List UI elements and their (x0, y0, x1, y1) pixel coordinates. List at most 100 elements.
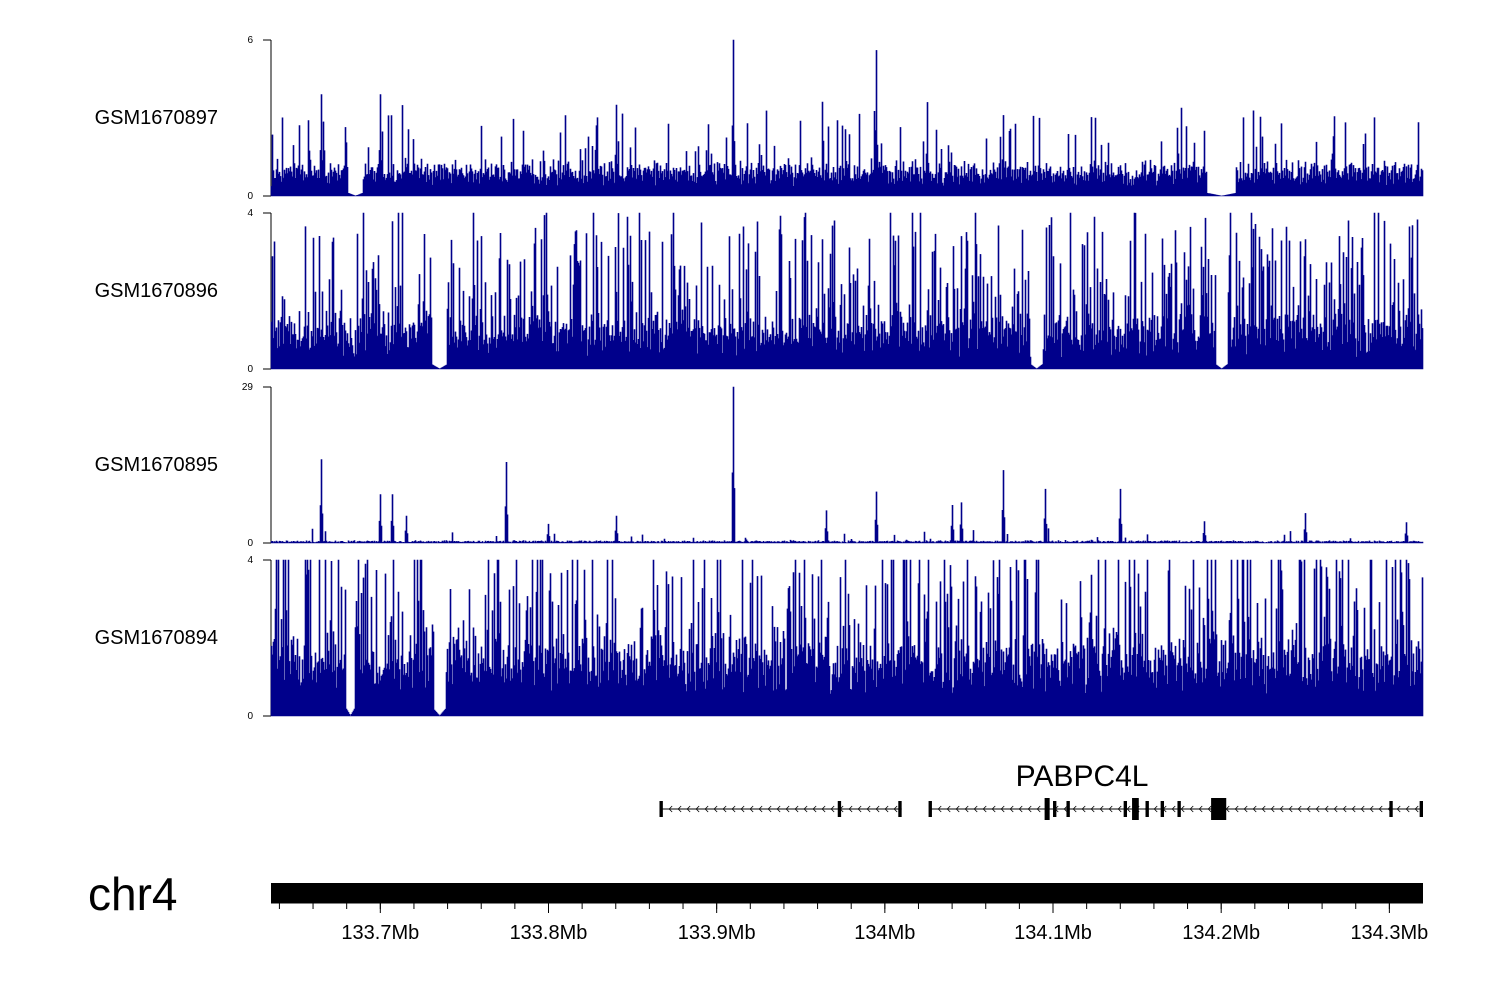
coverage-area-GSM1670896 (270, 212, 1424, 370)
strand-arrow (1324, 805, 1329, 813)
strand-arrow (1063, 805, 1068, 813)
gene-exon-0 (659, 801, 663, 817)
strand-arrow (937, 805, 942, 813)
strand-arrow (1090, 805, 1095, 813)
strand-arrow (1108, 805, 1113, 813)
strand-arrow (1153, 805, 1158, 813)
gene-exon-13 (1221, 798, 1227, 820)
strand-arrow (1036, 805, 1041, 813)
strand-arrow (695, 805, 700, 813)
strand-arrow (1000, 805, 1005, 813)
gene-exon-10 (1160, 801, 1165, 817)
strand-arrow (668, 805, 673, 813)
strand-arrow (1315, 805, 1320, 813)
strand-arrow (955, 805, 960, 813)
y-tick-label-min-GSM1670894: 0 (247, 711, 253, 722)
strand-arrow (1171, 805, 1176, 813)
strand-arrow (866, 805, 871, 813)
y-tick-label-min-GSM1670897: 0 (247, 191, 253, 202)
strand-arrow (1270, 805, 1275, 813)
x-tick-label-0: 133.7Mb (341, 922, 419, 944)
y-tick-label-max-GSM1670897: 6 (247, 35, 253, 46)
strand-arrow (973, 805, 978, 813)
x-tick-label-3: 134Mb (854, 922, 915, 944)
strand-arrow (1405, 805, 1410, 813)
strand-arrow (1180, 805, 1185, 813)
strand-arrow (1225, 805, 1230, 813)
strand-arrow (677, 805, 682, 813)
strand-arrow (875, 805, 880, 813)
gene-exon-15 (1419, 801, 1423, 817)
strand-arrow (1027, 805, 1032, 813)
strand-arrow (740, 805, 745, 813)
gene-exon-2 (898, 801, 902, 817)
track-label-GSM1670895: GSM1670895 (95, 454, 218, 476)
strand-arrow (1252, 805, 1257, 813)
strand-arrow (1126, 805, 1131, 813)
strand-arrow (1072, 805, 1077, 813)
strand-arrow (1396, 805, 1401, 813)
y-tick-label-min-GSM1670895: 0 (247, 538, 253, 549)
strand-arrow (713, 805, 718, 813)
strand-arrow (1333, 805, 1338, 813)
strand-arrow (803, 805, 808, 813)
x-tick-label-5: 134.2Mb (1182, 922, 1260, 944)
x-tick-label-6: 134.3Mb (1350, 922, 1428, 944)
strand-arrow (1207, 805, 1212, 813)
strand-arrow (767, 805, 772, 813)
strand-arrow (1234, 805, 1239, 813)
strand-arrow (785, 805, 790, 813)
strand-arrow (722, 805, 727, 813)
strand-arrow (1279, 805, 1284, 813)
track-label-GSM1670894: GSM1670894 (95, 627, 218, 649)
x-tick-label-2: 133.9Mb (678, 922, 756, 944)
strand-arrow (1378, 805, 1383, 813)
strand-arrow (1306, 805, 1311, 813)
strand-arrow (704, 805, 709, 813)
gene-exon-8 (1132, 798, 1139, 820)
strand-arrow (848, 805, 853, 813)
strand-arrow (884, 805, 889, 813)
gene-exon-4 (1044, 798, 1050, 820)
strand-arrow (946, 805, 951, 813)
gene-exon-7 (1123, 801, 1128, 817)
track-label-GSM1670897: GSM1670897 (95, 107, 218, 129)
strand-arrow (1351, 805, 1356, 813)
strand-arrow (794, 805, 799, 813)
strand-arrow (1198, 805, 1203, 813)
gene-exon-14 (1389, 801, 1393, 817)
strand-arrow (758, 805, 763, 813)
strand-arrow (857, 805, 862, 813)
strand-arrow (964, 805, 969, 813)
strand-arrow (1360, 805, 1365, 813)
strand-arrow (812, 805, 817, 813)
coverage-area-GSM1670895 (270, 386, 1424, 544)
gene-exon-5 (1053, 801, 1057, 817)
strand-arrow (1009, 805, 1014, 813)
x-tick-label-4: 134.1Mb (1014, 922, 1092, 944)
strand-arrow (1189, 805, 1194, 813)
strand-arrow (1414, 805, 1419, 813)
strand-arrow (821, 805, 826, 813)
strand-arrow (776, 805, 781, 813)
strand-arrow (1099, 805, 1104, 813)
strand-arrow (1288, 805, 1293, 813)
gene-exon-6 (1066, 801, 1070, 817)
chromosome-label: chr4 (88, 868, 177, 920)
coverage-area-GSM1670894 (270, 559, 1424, 717)
strand-arrow (991, 805, 996, 813)
strand-arrow (686, 805, 691, 813)
gene-name-label: PABPC4L (1016, 760, 1149, 793)
strand-arrow (749, 805, 754, 813)
y-tick-label-min-GSM1670896: 0 (247, 364, 253, 375)
y-tick-label-max-GSM1670894: 4 (247, 555, 253, 566)
strand-arrow (1261, 805, 1266, 813)
strand-arrow (1342, 805, 1347, 813)
gene-exon-11 (1177, 801, 1181, 817)
strand-arrow (982, 805, 987, 813)
x-tick-label-1: 133.8Mb (510, 922, 588, 944)
strand-arrow (1243, 805, 1248, 813)
strand-arrow (731, 805, 736, 813)
